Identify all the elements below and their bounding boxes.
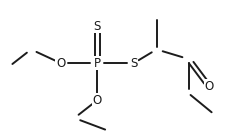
Text: O: O (56, 57, 65, 70)
Text: P: P (94, 57, 101, 70)
Text: O: O (204, 80, 214, 93)
Text: S: S (130, 57, 137, 70)
Text: S: S (94, 20, 101, 33)
Text: O: O (93, 94, 102, 107)
